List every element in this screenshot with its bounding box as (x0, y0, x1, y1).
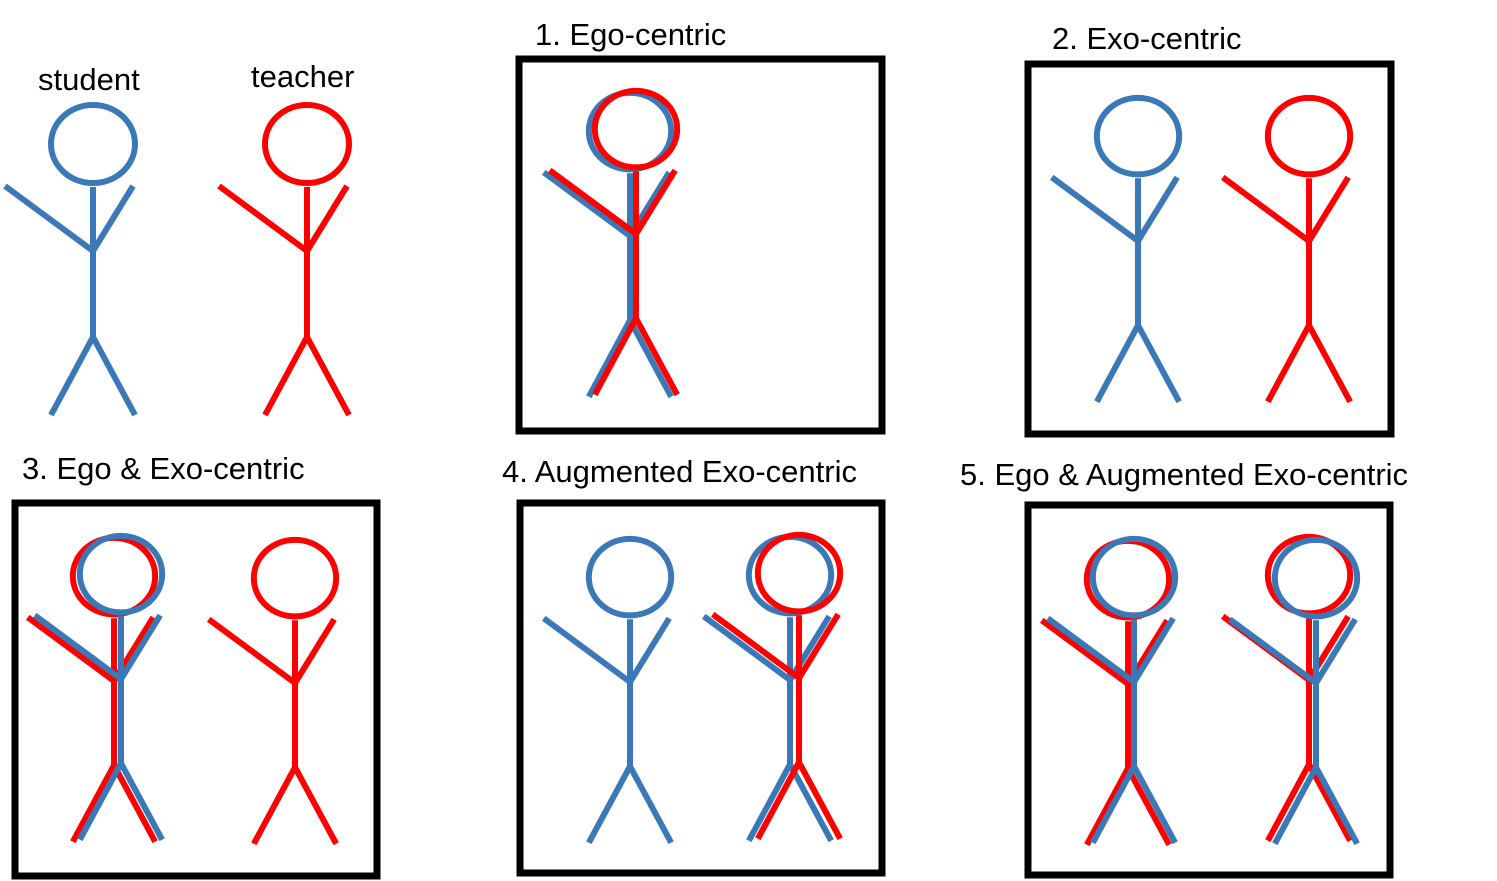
panel-1-teacher (547, 87, 681, 397)
panel-2-student-left-leg (1094, 323, 1141, 404)
panel-4-student-copy-left-leg (746, 762, 793, 843)
panel-4-title: 4. Augmented Exo-centric (502, 454, 857, 489)
panel-1-teacher-left-arm (547, 167, 638, 237)
teacher-label: teacher (251, 59, 355, 94)
panel-4-student-head (585, 535, 675, 619)
panel-5-teacher-1-left-leg (1084, 766, 1131, 847)
panel-4-student-copy (701, 533, 835, 843)
panel-5-student-2-left-leg (1272, 765, 1319, 846)
panel-1-teacher-left-leg (592, 316, 639, 397)
panel-3-title: 3. Ego & Exo-centric (22, 451, 305, 486)
panel-frames (11, 55, 1395, 880)
panel-4-student-copy-left-arm (701, 613, 792, 683)
panel-4-student-copy-right-leg (787, 762, 834, 843)
panel-1-teacher-right-leg (633, 316, 680, 397)
teacher-figure-left-arm (217, 183, 309, 254)
panel-1-student-left-leg (586, 318, 633, 399)
panel-5-student-1 (1045, 535, 1179, 845)
teacher-figure-head (262, 101, 352, 187)
panel-2-student-right-leg (1135, 323, 1182, 404)
student-label: student (38, 62, 140, 97)
panel-2-frame (1024, 60, 1395, 438)
panel-3-student-left-leg (77, 761, 124, 842)
panel-3-teacher-left-leg (251, 765, 298, 846)
panel-2-teacher-left-leg (1265, 323, 1312, 404)
panel-4-teacher-right-leg (796, 760, 843, 841)
panel-2-title: 2. Exo-centric (1052, 21, 1242, 56)
panel-3-teacher-left-arm (206, 616, 297, 686)
student-figure-left-leg (48, 335, 96, 417)
panel-3-student-right-arm (118, 613, 163, 681)
teacher-figure (217, 101, 352, 417)
panel-5-teacher-2-left-leg (1265, 762, 1312, 843)
panel-4-teacher-head (754, 531, 844, 615)
stick-figures (3, 87, 1361, 847)
panel-1-teacher-right-arm (633, 168, 678, 236)
panel-4-frame (516, 499, 886, 877)
panel-5-title: 5. Ego & Augmented Exo-centric (960, 457, 1409, 492)
panel-1-frame (515, 55, 886, 435)
panel-5-student-1-head (1089, 535, 1179, 619)
panel-3-teacher-right-leg (292, 765, 339, 846)
student-figure (3, 101, 138, 417)
panel-5-student-1-left-arm (1045, 615, 1136, 685)
panel-3-teacher-head (250, 536, 340, 620)
panel-2-teacher-left-arm (1220, 174, 1311, 244)
panel-4-student (541, 535, 675, 845)
panel-4-student-left-arm (541, 615, 632, 685)
panel-1-student-left-arm (541, 169, 632, 239)
panel-4-teacher-left-arm (710, 611, 801, 681)
panel-1-student-right-leg (627, 318, 674, 399)
panel-3-teacher-overlay-left-arm (25, 614, 116, 684)
panel-4-student-copy-head (745, 533, 835, 617)
panel-3-teacher-overlay-head (69, 534, 159, 618)
panel-3-student-head (76, 532, 166, 616)
panel-5-teacher-2-right-leg (1306, 762, 1353, 843)
student-figure-head (48, 101, 138, 187)
panel-4-student-right-arm (627, 616, 672, 684)
panel-3-teacher-overlay-right-leg (111, 763, 158, 844)
panel-5-teacher-1-right-leg (1125, 766, 1172, 847)
panel-1-teacher-head (591, 87, 681, 171)
teacher-figure-right-leg (304, 335, 352, 417)
panel-5-student-1-right-arm (1131, 616, 1176, 684)
student-figure-right-leg (90, 335, 138, 417)
panel-5-student-2-right-leg (1313, 765, 1360, 846)
teacher-figure-left-leg (262, 335, 310, 417)
panel-2-student (1049, 94, 1183, 404)
panel-3-student-left-arm (32, 612, 123, 682)
panel-2-teacher (1220, 94, 1354, 404)
panel-4-teacher (710, 531, 844, 841)
panel-5-student-2-right-arm (1313, 617, 1358, 685)
panel-3-student (32, 532, 166, 842)
panel-3-teacher (206, 536, 340, 846)
panel-5-student-1-left-leg (1090, 764, 1137, 845)
panel-4-student-left-leg (586, 764, 633, 845)
panel-2-teacher-head (1264, 94, 1354, 178)
panel-1-title: 1. Ego-centric (535, 17, 727, 52)
panel-2-student-head (1093, 94, 1183, 178)
panel-4-teacher-left-leg (755, 760, 802, 841)
panel-3-teacher-overlay-left-leg (70, 763, 117, 844)
panel-3-frame (11, 499, 381, 880)
panel-3-student-right-leg (118, 761, 165, 842)
panel-5-student-2-head (1271, 536, 1361, 620)
panel-4-student-right-leg (627, 764, 674, 845)
panel-5-frame (1024, 501, 1394, 879)
panel-5-student-1-right-leg (1131, 764, 1178, 845)
panel-4-student-copy-right-arm (787, 614, 832, 682)
panel-5-teacher-1-left-arm (1039, 617, 1130, 687)
student-figure-left-arm (3, 183, 95, 254)
panel-2-student-right-arm (1135, 175, 1180, 243)
panel-5-student-2-left-arm (1227, 616, 1318, 686)
teacher-figure-right-arm (304, 184, 350, 253)
panel-2-student-left-arm (1049, 174, 1140, 244)
panel-3-teacher-right-arm (292, 617, 337, 685)
student-figure-right-arm (90, 184, 136, 253)
panel-2-teacher-right-leg (1306, 323, 1353, 404)
panel-5-student-2 (1227, 536, 1361, 846)
panel-4-teacher-right-arm (796, 612, 841, 680)
panel-2-teacher-right-arm (1306, 175, 1351, 243)
